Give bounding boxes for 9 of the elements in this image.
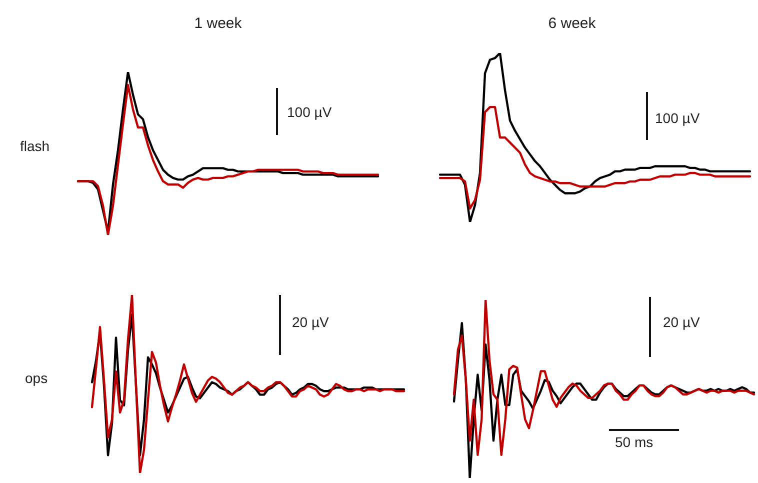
annotation: 20 µV xyxy=(663,314,700,330)
annotation: 20 µV xyxy=(292,314,329,330)
annotation: 100 µV xyxy=(655,110,700,126)
chart-title: 6 week xyxy=(548,15,596,32)
annotation: 50 ms xyxy=(615,434,654,450)
y-axis-title: ops xyxy=(25,370,48,386)
chart-title: 1 week xyxy=(194,15,242,32)
annotation: 100 µV xyxy=(287,104,332,120)
y-axis-title: flash xyxy=(20,138,50,154)
